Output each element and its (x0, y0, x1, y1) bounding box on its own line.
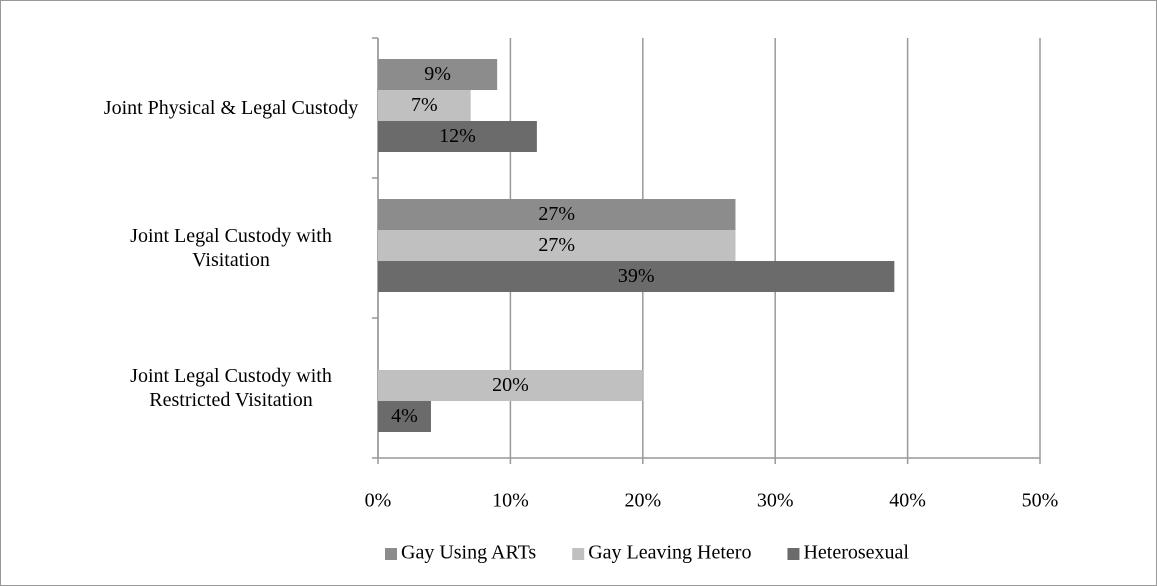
x-tick-label: 50% (1022, 490, 1059, 512)
legend-label: Gay Leaving Hetero (588, 542, 751, 564)
data-label: 4% (391, 405, 418, 427)
bar (378, 121, 537, 152)
legend-label: Gay Using ARTs (401, 542, 536, 564)
x-tick-label: 40% (889, 490, 926, 512)
legend-swatch (385, 548, 397, 560)
data-label: 27% (538, 203, 575, 225)
data-label: 20% (492, 374, 529, 396)
y-tick-label: Joint Legal Custody with Restricted Visi… (130, 365, 332, 411)
x-tick-label: 0% (365, 490, 392, 512)
bar (378, 90, 471, 121)
data-label: 9% (424, 63, 451, 85)
y-tick-label: Joint Physical & Legal Custody (103, 97, 359, 119)
x-tick-label: 10% (492, 490, 529, 512)
y-tick-label: Joint Legal Custody with Visitation (130, 225, 332, 271)
data-label: 12% (439, 125, 476, 147)
legend-label: Heterosexual (803, 542, 909, 564)
bar (378, 261, 895, 292)
bar (378, 401, 431, 432)
x-tick-label: 20% (624, 490, 661, 512)
bar (378, 370, 643, 401)
legend-swatch (572, 548, 585, 560)
data-label: 27% (538, 234, 575, 256)
x-tick-label: 30% (757, 490, 794, 512)
legend-swatch (787, 548, 800, 560)
data-label: 39% (618, 265, 655, 287)
data-label: 7% (411, 94, 438, 116)
bar (378, 199, 736, 230)
bar (378, 230, 736, 261)
bar (378, 59, 498, 90)
